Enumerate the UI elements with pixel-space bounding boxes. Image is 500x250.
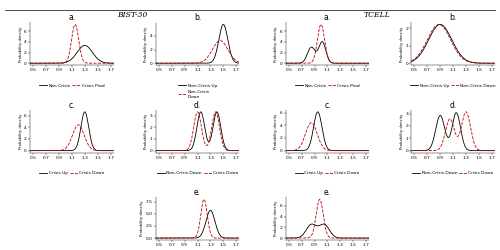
Legend: Non-Crisis, Crisis Prod: Non-Crisis, Crisis Prod [40,84,104,88]
Title: e.: e. [324,188,331,197]
Y-axis label: Probability density: Probability density [274,114,278,149]
Y-axis label: Probability density: Probability density [144,26,148,62]
Legend: Crisis Up, Crisis Down: Crisis Up, Crisis Down [295,171,360,175]
Legend: Non-Crisis Down, Crisis Down: Non-Crisis Down, Crisis Down [157,171,238,175]
Title: d.: d. [450,101,456,110]
Title: c.: c. [324,101,330,110]
Y-axis label: Probability density: Probability density [140,201,144,236]
Text: TCELL: TCELL [364,11,391,19]
Legend: Non-Crisis, Crisis Prod: Non-Crisis, Crisis Prod [295,84,360,88]
Text: BIST-30: BIST-30 [118,11,148,19]
Y-axis label: Probability density: Probability density [400,26,404,62]
Y-axis label: Probability density: Probability density [18,114,22,149]
Y-axis label: Probability density: Probability density [400,114,404,149]
Y-axis label: Probability density: Probability density [18,26,22,62]
Legend: Non-Crisis Up, Non-Crisis
Down: Non-Crisis Up, Non-Crisis Down [178,84,217,98]
Title: c.: c. [68,101,75,110]
Legend: Non-Crisis Down, Crisis Down: Non-Crisis Down, Crisis Down [412,171,494,175]
Y-axis label: Probability density: Probability density [144,114,148,149]
Legend: Non-Crisis Up, Non-Crisis Down: Non-Crisis Up, Non-Crisis Down [410,84,496,88]
Legend: Crisis Up, Crisis Down: Crisis Up, Crisis Down [40,171,104,175]
Title: b.: b. [450,14,456,22]
Title: b.: b. [194,14,201,22]
Title: e.: e. [194,188,201,197]
Title: d.: d. [194,101,201,110]
Title: a.: a. [324,14,331,22]
Title: a.: a. [68,14,75,22]
Y-axis label: Probability density: Probability density [274,201,278,236]
Y-axis label: Probability density: Probability density [274,26,278,62]
